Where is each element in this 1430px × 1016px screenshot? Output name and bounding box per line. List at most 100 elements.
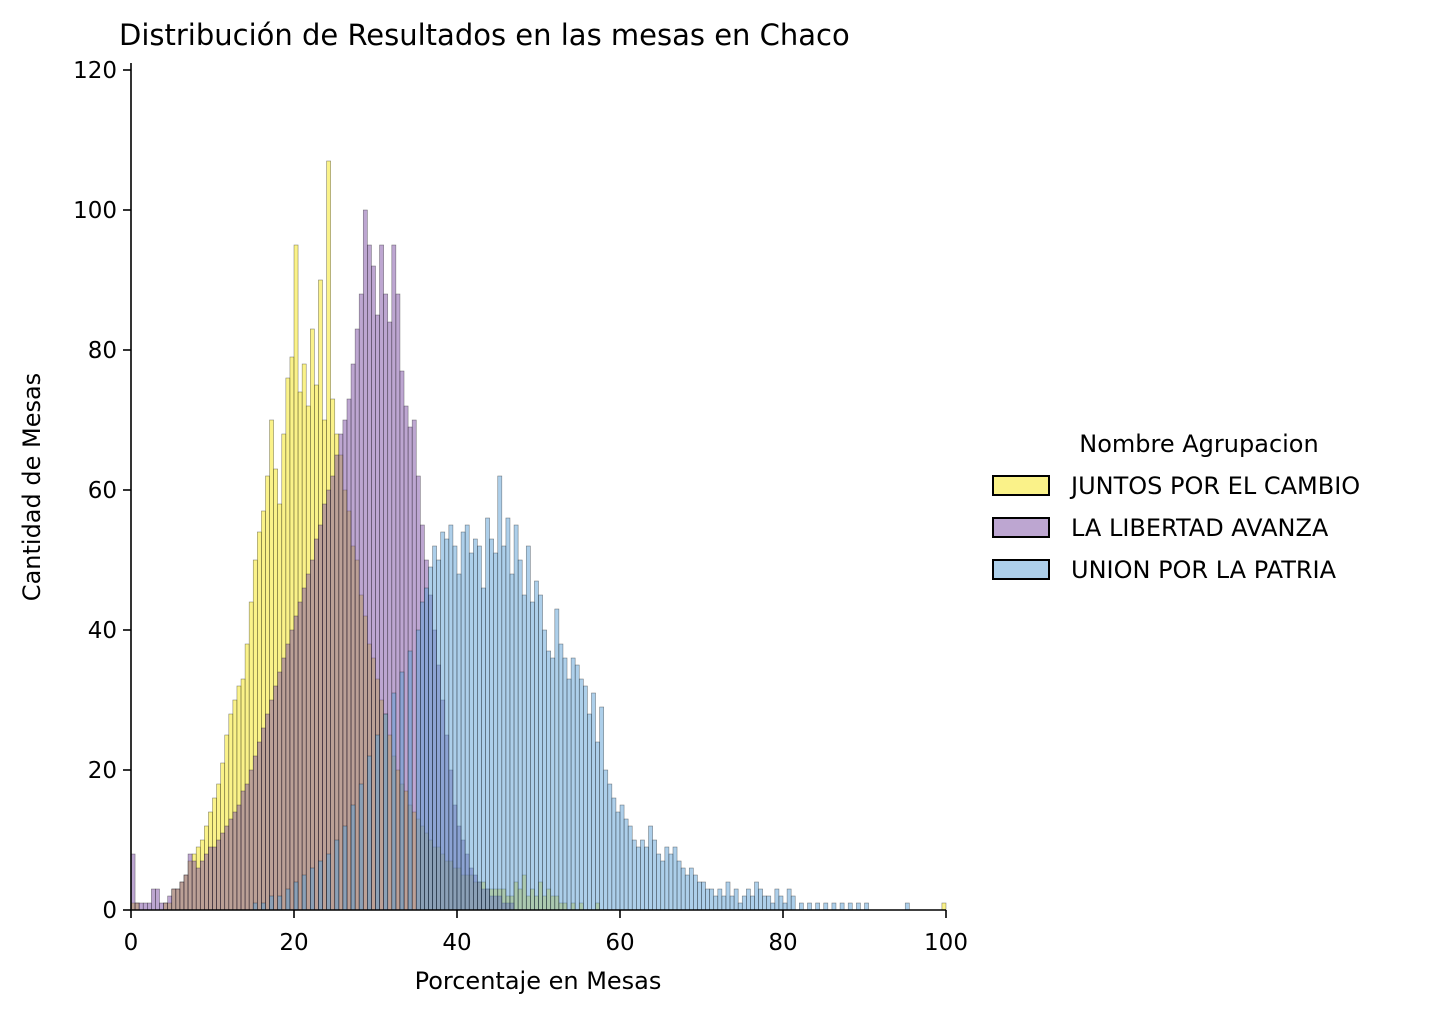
legend-swatch	[992, 517, 1050, 538]
histogram-bar	[220, 832, 226, 911]
histogram-bar	[774, 888, 780, 911]
histogram-bar	[758, 888, 763, 911]
histogram-bar	[778, 895, 784, 911]
histogram-bar	[493, 552, 499, 911]
histogram-bar	[432, 545, 437, 911]
histogram-bar	[460, 531, 466, 911]
histogram-bar	[301, 587, 307, 911]
x-tick-label: 60	[605, 930, 634, 956]
histogram-bar	[538, 594, 543, 911]
histogram-bar	[452, 545, 458, 911]
histogram-bar	[309, 559, 315, 911]
histogram-bar	[456, 573, 462, 911]
histogram-bar	[672, 846, 678, 911]
histogram-bar	[309, 867, 315, 911]
legend-title: Nombre Agrupacion	[1079, 430, 1318, 458]
histogram-bar	[807, 902, 812, 911]
histogram-bar	[587, 713, 592, 911]
histogram-bar	[179, 881, 185, 911]
bars-layer	[130, 160, 947, 911]
histogram-bar	[656, 853, 662, 911]
histogram-bar	[297, 601, 303, 911]
histogram-bar	[346, 398, 352, 911]
y-tick-label: 0	[102, 898, 117, 924]
histogram-bar	[155, 888, 160, 911]
y-tick-label: 40	[88, 618, 117, 644]
histogram-bar	[277, 895, 283, 911]
histogram-bar	[371, 265, 376, 911]
histogram-bar	[362, 209, 368, 911]
histogram-bar	[163, 902, 168, 911]
x-tick-label: 40	[442, 930, 471, 956]
x-tick-label: 0	[124, 930, 139, 956]
histogram-bar	[195, 867, 201, 911]
histogram-bar	[741, 895, 747, 911]
histogram-bar	[856, 902, 861, 911]
histogram-bar	[273, 685, 279, 911]
x-tick-label: 20	[279, 930, 308, 956]
histogram-bar	[440, 531, 446, 911]
histogram-bar	[823, 902, 829, 911]
histogram-bar	[358, 783, 364, 911]
histogram-bar	[395, 293, 401, 911]
histogram-bar	[562, 657, 568, 911]
histogram-bar	[766, 895, 772, 911]
histogram-bar	[314, 538, 319, 911]
legend-label: UNION POR LA PATRIA	[1071, 556, 1337, 584]
histogram-bar	[208, 846, 213, 911]
histogram-bar	[505, 517, 511, 911]
histogram-bar	[399, 671, 405, 911]
histogram-bar	[513, 524, 519, 911]
histogram-bar	[265, 713, 270, 911]
histogram-bar	[676, 860, 682, 911]
histogram-bar	[281, 657, 287, 911]
histogram-bar	[554, 608, 560, 911]
histogram-bar	[183, 874, 189, 911]
histogram-bar	[232, 811, 238, 911]
histogram-bar	[151, 888, 156, 911]
histogram-bar	[375, 734, 380, 911]
histogram-bar	[199, 860, 205, 911]
histogram-bar	[236, 804, 242, 911]
histogram-bar	[640, 839, 645, 911]
histogram-bar	[782, 902, 788, 911]
histogram-bar	[847, 902, 853, 911]
legend-label: JUNTOS POR EL CAMBIO	[1069, 472, 1360, 500]
histogram-bar	[595, 741, 600, 911]
histogram-bar	[725, 881, 731, 911]
histogram-bar	[224, 825, 230, 911]
histogram-bar	[546, 650, 552, 911]
histogram-bar	[583, 685, 588, 911]
histogram-bar	[798, 902, 804, 911]
y-tick-label: 100	[73, 198, 117, 224]
histogram-bar	[138, 902, 144, 911]
histogram-bar	[623, 818, 629, 911]
histogram-bar	[391, 692, 397, 911]
y-tick-label: 120	[73, 58, 117, 84]
histogram-bar	[134, 902, 140, 911]
chart-title: Distribución de Resultados en las mesas …	[119, 18, 850, 52]
histogram-bar	[693, 874, 698, 911]
histogram-bar	[517, 559, 523, 911]
histogram-bar	[228, 818, 234, 911]
histogram-bar	[660, 860, 666, 911]
histogram-bar	[578, 678, 584, 911]
histogram-bar	[615, 811, 621, 911]
legend: Nombre Agrupacion JUNTOS POR EL CAMBIO LA…	[992, 430, 1360, 584]
histogram-bar	[159, 902, 164, 911]
y-tick-label: 80	[88, 338, 117, 364]
histogram-bar	[350, 804, 356, 911]
histogram-bar	[424, 587, 429, 911]
histogram-bar	[750, 895, 755, 911]
histogram-bar	[680, 867, 686, 911]
histogram-bar	[204, 853, 209, 911]
histogram-bar	[387, 321, 393, 911]
legend-swatch	[992, 475, 1050, 496]
histogram-bar	[668, 853, 674, 911]
histogram-bar	[305, 573, 311, 911]
histogram-bar	[521, 594, 527, 911]
histogram-bar	[635, 846, 641, 911]
histogram-bar	[688, 867, 694, 911]
histogram-bar	[285, 643, 291, 911]
